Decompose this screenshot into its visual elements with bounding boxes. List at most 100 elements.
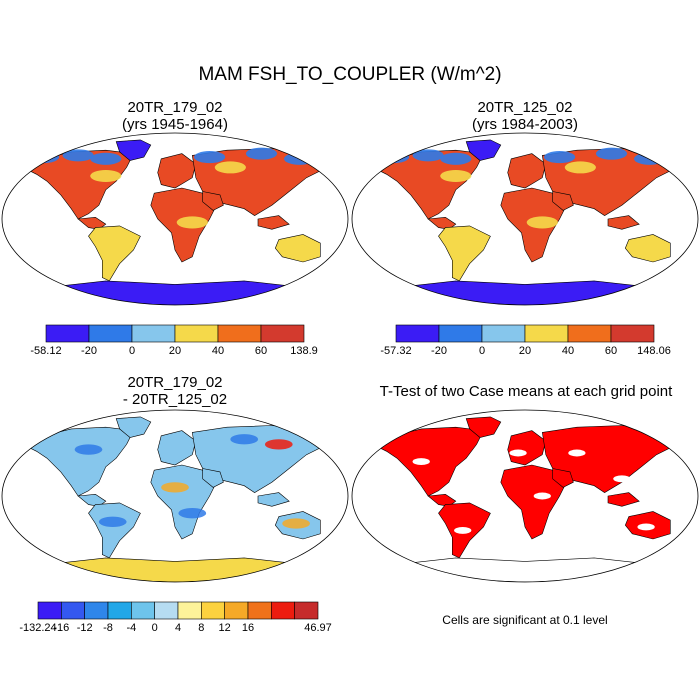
- colorbar-2-box-8: [224, 601, 249, 620]
- colorbar-1-box-5: [610, 324, 655, 343]
- map-ttest-gap-5: [509, 449, 527, 457]
- colorbar-2-label-1: -16: [53, 622, 70, 634]
- colorbar-2-box-11: [294, 601, 319, 620]
- map-ttest-gap-4: [454, 526, 472, 534]
- colorbar-0-box-5: [260, 324, 305, 343]
- map-case1-land-layer: [2, 133, 348, 305]
- map-case1-patch-3: [194, 151, 226, 164]
- map-diff-patch-2: [264, 439, 293, 450]
- map-ttest-continent-centralamerica: [427, 493, 457, 507]
- colorbar-1-label-4: 40: [561, 345, 575, 357]
- colorbar-0-label-2: 0: [128, 345, 136, 357]
- map-case1-continent-arabia: [202, 191, 224, 211]
- map-case2-land-layer: [352, 133, 698, 305]
- map-ttest-continent-greenland: [465, 416, 502, 438]
- map-case2-patch-2: [440, 152, 472, 165]
- map-case2-continent-europe: [507, 153, 547, 189]
- panel-title-case2-line1: 20TR_125_02: [477, 99, 573, 116]
- map-case1-patch-4: [245, 147, 278, 160]
- panel-title-case2-line2: (yrs 1984-2003): [472, 116, 578, 133]
- map-ttest-gap-2: [568, 449, 586, 457]
- colorbar-1-label-0: -57.32: [380, 345, 412, 357]
- map-case1-continent-greenland: [115, 139, 152, 161]
- map-case2-continent-arabia: [552, 191, 574, 211]
- map-case1-continent-centralamerica: [77, 216, 107, 230]
- map-case2-continent-centralamerica: [427, 216, 457, 230]
- map-case2-continent-australia: [624, 234, 671, 263]
- colorbar-2-label-9: 16: [241, 622, 255, 634]
- colorbar-2-label-3: -8: [103, 622, 113, 634]
- colorbar-2-label-5: 0: [151, 622, 158, 634]
- map-diff-outline: [1, 409, 349, 583]
- map-diff-patch-0: [74, 444, 103, 455]
- map-diff-continent-europe: [157, 430, 197, 466]
- colorbar-2-box-7: [201, 601, 225, 620]
- colorbar-1-label-1: -20: [431, 345, 447, 357]
- colorbar-1-label-5: 60: [604, 345, 618, 357]
- map-case2-patch-4: [595, 147, 628, 160]
- colorbar-0-label-4: 40: [211, 345, 225, 357]
- map-ttest-gap-6: [613, 475, 631, 483]
- colorbar-1-label-6: 148.06: [637, 345, 671, 357]
- colorbar-2-box-9: [247, 601, 272, 620]
- map-ttest-gap-1: [533, 492, 551, 500]
- colorbar-2-box-3: [107, 601, 132, 620]
- map-ttest-outline: [351, 409, 699, 583]
- colorbar-2-label-4: -4: [126, 622, 137, 634]
- panel-title-case1-line1: 20TR_179_02: [127, 99, 223, 116]
- map-diff-patch-5: [282, 518, 310, 529]
- significance-note: Cells are significant at 0.1 level: [442, 613, 608, 627]
- main-title: MAM FSH_TO_COUPLER (W/m^2): [198, 64, 502, 85]
- colorbar-2-box-6: [177, 601, 202, 620]
- panel-title-case1: 20TR_179_02 (yrs 1945-1964): [25, 99, 325, 133]
- colorbar-0-label-6: 138.9: [290, 345, 318, 357]
- colorbar-2-box-0: [37, 601, 62, 620]
- colorbar-1-label-3: 20: [518, 345, 532, 357]
- map-case1-patch-7: [214, 161, 246, 174]
- map-diff-continent-greenland: [115, 416, 152, 438]
- colorbar-0-label-5: 60: [254, 345, 268, 357]
- colorbar-2-label-10: 46.97: [304, 622, 332, 634]
- panel-title-ttest-line1: T-Test of two Case means at each grid po…: [379, 383, 673, 400]
- map-diff-continent-centralamerica: [77, 493, 107, 507]
- map-case1-patch-8: [90, 169, 122, 183]
- map-ttest-gap-3: [637, 523, 655, 531]
- map-case2-outline: [351, 132, 699, 306]
- panel-title-case2: 20TR_125_02 (yrs 1984-2003): [375, 99, 675, 133]
- map-case2-patch-1: [412, 149, 444, 162]
- map-case1-continent-australia: [274, 234, 321, 263]
- colorbar-2-box-2: [84, 601, 109, 620]
- map-ttest-continent-arabia: [552, 468, 574, 488]
- colorbar-1-label-2: 0: [478, 345, 486, 357]
- map-diff-continent-arabia: [202, 468, 224, 488]
- map-diff-patch-1: [230, 434, 259, 445]
- colorbar-2-box-10: [271, 601, 295, 620]
- colorbar-2-box-4: [131, 601, 155, 620]
- map-case2-continent-greenland: [465, 139, 502, 161]
- colorbar-2-box-1: [61, 601, 85, 620]
- colorbar-0-label-3: 20: [168, 345, 182, 357]
- map-case1-outline: [1, 132, 349, 306]
- panel-title-diff: 20TR_179_02 - 20TR_125_02: [25, 374, 325, 408]
- map-case1-patch-1: [62, 149, 94, 162]
- map-ttest-continent-seasia: [607, 492, 640, 507]
- panel-title-case1-line2: (yrs 1945-1964): [122, 116, 228, 133]
- map-case2-patch-8: [440, 169, 472, 183]
- colorbar-0-label-1: -20: [81, 345, 97, 357]
- map-case1-continent-europe: [157, 153, 197, 189]
- map-diff-continent-seasia: [257, 492, 290, 507]
- panel-title-ttest: T-Test of two Case means at each grid po…: [352, 383, 700, 400]
- map-ttest-gap-0: [412, 458, 430, 466]
- map-diff-continent-northamerica: [25, 426, 134, 497]
- map-case2-continent-seasia: [607, 215, 640, 230]
- colorbar-2-label-7: 8: [198, 622, 205, 634]
- map-case2-patch-3: [544, 151, 576, 164]
- map-case1-patch-2: [90, 152, 122, 165]
- map-diff-land-layer: [2, 410, 348, 582]
